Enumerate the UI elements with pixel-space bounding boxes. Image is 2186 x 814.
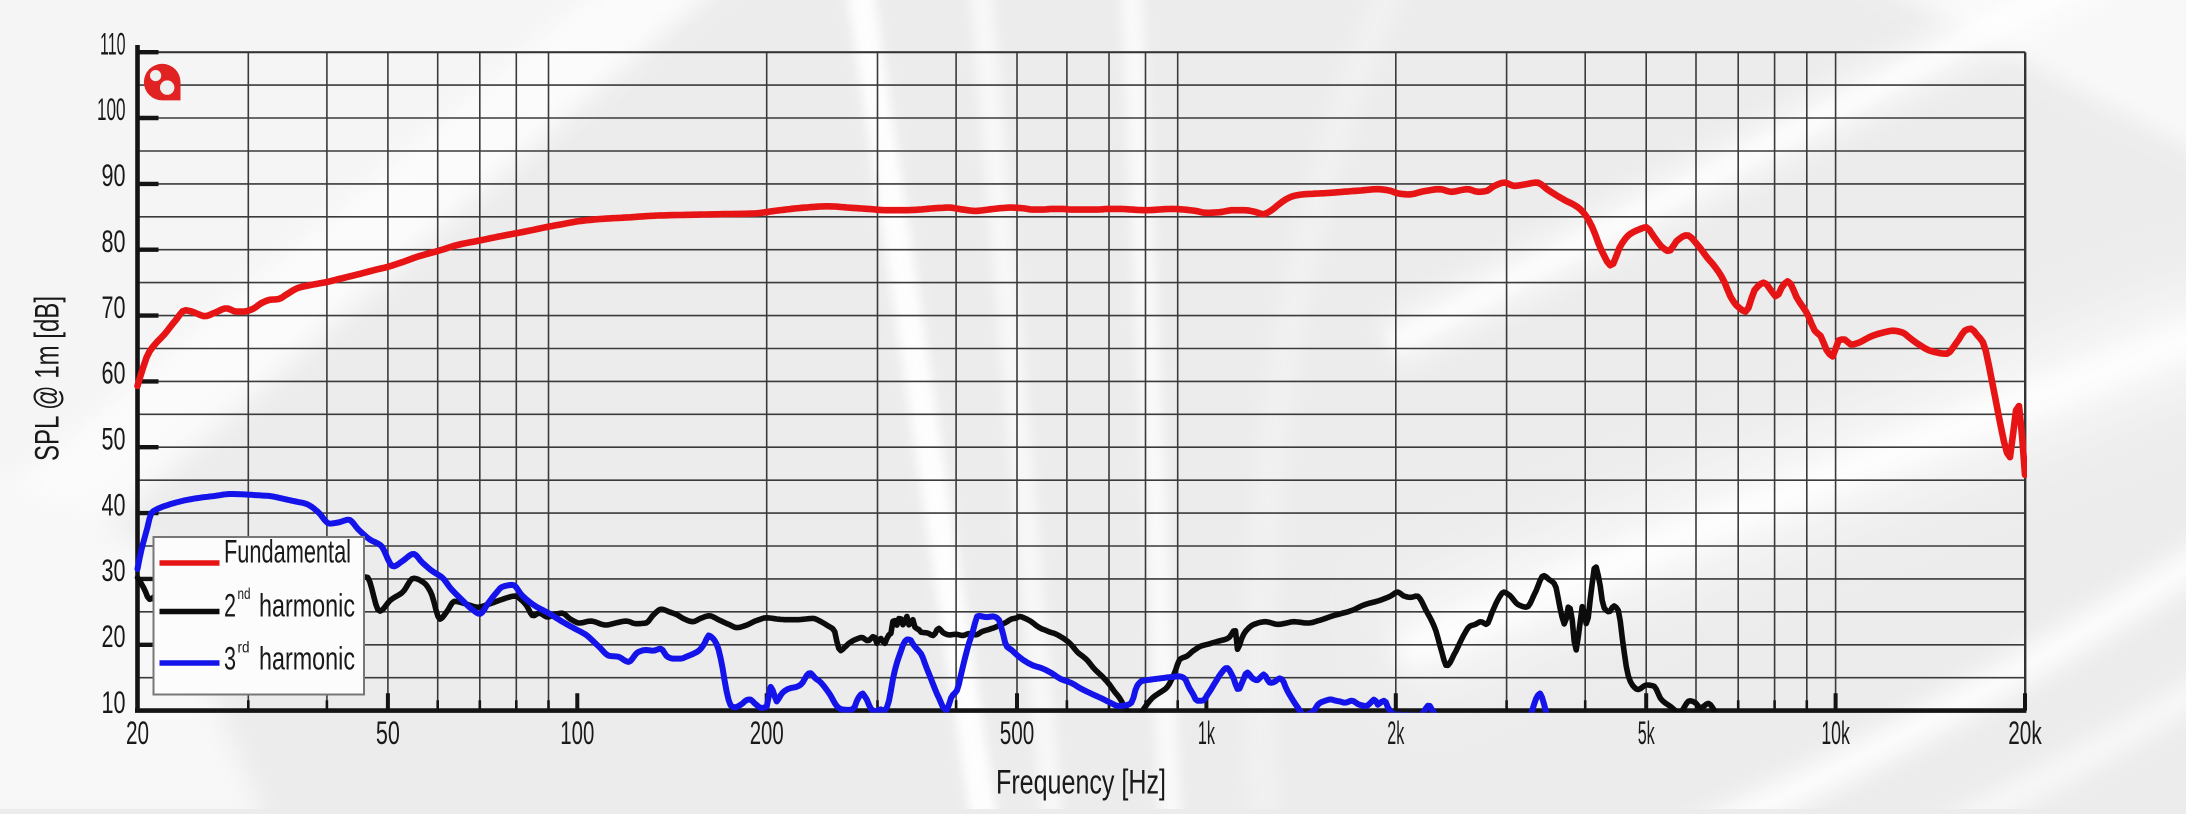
svg-text:Fundamental: Fundamental <box>224 534 351 570</box>
svg-text:60: 60 <box>102 355 126 391</box>
svg-text:100: 100 <box>560 715 594 751</box>
svg-text:500: 500 <box>1000 715 1035 751</box>
svg-text:nd: nd <box>238 586 251 603</box>
svg-text:harmonic: harmonic <box>259 588 355 624</box>
svg-text:Frequency [Hz]: Frequency [Hz] <box>996 764 1166 802</box>
svg-text:2k: 2k <box>1387 715 1404 751</box>
svg-text:40: 40 <box>102 486 126 522</box>
svg-text:rd: rd <box>238 640 250 657</box>
svg-text:100: 100 <box>97 91 126 127</box>
svg-text:3: 3 <box>224 641 236 677</box>
svg-text:50: 50 <box>376 715 400 751</box>
svg-text:2: 2 <box>224 588 236 624</box>
svg-text:5k: 5k <box>1638 715 1655 751</box>
svg-text:SPL @ 1m [dB]: SPL @ 1m [dB] <box>29 296 67 461</box>
svg-text:90: 90 <box>102 157 126 193</box>
svg-text:70: 70 <box>102 289 126 325</box>
svg-text:20k: 20k <box>2008 715 2042 751</box>
svg-text:80: 80 <box>102 223 126 259</box>
svg-text:20: 20 <box>102 618 126 654</box>
svg-text:10k: 10k <box>1821 715 1850 751</box>
svg-text:1k: 1k <box>1198 715 1215 751</box>
svg-text:10: 10 <box>102 684 126 720</box>
svg-text:20: 20 <box>126 715 149 751</box>
svg-text:30: 30 <box>102 552 126 588</box>
svg-text:200: 200 <box>750 715 784 751</box>
svg-text:harmonic: harmonic <box>259 641 355 677</box>
svg-text:50: 50 <box>102 420 126 456</box>
svg-text:110: 110 <box>100 25 126 61</box>
